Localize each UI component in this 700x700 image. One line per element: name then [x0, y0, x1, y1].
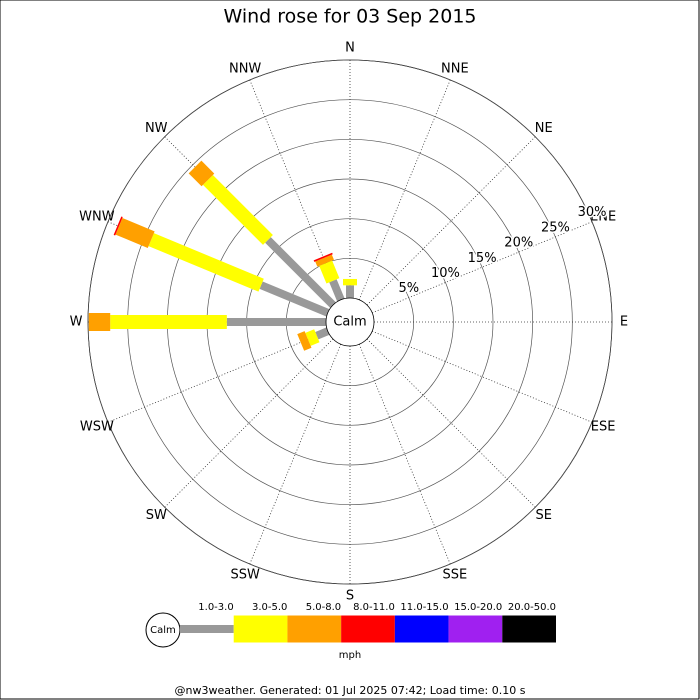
bar-segment [113, 216, 123, 236]
chart-title: Wind rose for 03 Sep 2015 [223, 6, 476, 28]
bar-segment [305, 329, 320, 346]
direction-label: ENE [590, 210, 616, 225]
bar-segment [265, 237, 336, 308]
bar-segment [259, 281, 330, 317]
legend-label: 11.0-15.0 [400, 602, 448, 613]
legend-label: 15.0-20.0 [454, 602, 502, 613]
bar-segment [148, 233, 264, 292]
direction-label: SE [536, 508, 552, 523]
spoke [107, 330, 328, 423]
direction-label: NW [145, 121, 168, 136]
legend-swatch [448, 615, 503, 643]
direction-label: NNW [229, 61, 261, 76]
direction-label: W [70, 315, 83, 330]
spoke [164, 338, 334, 508]
bar-segment [343, 278, 357, 286]
legend-label: 1.0-3.0 [198, 602, 233, 613]
bar-segment [319, 260, 340, 284]
bar-segment [313, 252, 333, 262]
direction-label: WNW [79, 210, 115, 225]
legend-label: 3.0-5.0 [252, 602, 287, 613]
legend-label: 5.0-8.0 [306, 602, 341, 613]
bar-segment [226, 318, 326, 326]
ring-label: 5% [399, 281, 420, 296]
bar-segment [315, 327, 330, 340]
legend-swatch [394, 615, 449, 643]
direction-label: S [346, 589, 354, 604]
legend-swatch [502, 615, 556, 643]
legend-swatch [341, 615, 395, 643]
bar-segment [346, 285, 354, 298]
legend: Calm 1.0-3.0 3.0-5.0 5.0-8.0 8.0-11.0 11.0-15… [145, 602, 556, 648]
legend-swatch [287, 615, 342, 643]
ring-label: 10% [431, 266, 460, 281]
legend-label: 20.0-50.0 [508, 602, 556, 613]
ring-label: 15% [468, 251, 497, 266]
spoke [358, 79, 451, 300]
direction-label: N [345, 41, 355, 56]
bar-segment [315, 254, 334, 267]
plot: N NNE NE ENE E ESE SE SSE S SSW SW WSW W WNW NW NNW Calm… [70, 41, 629, 604]
legend-calm-label: Calm [150, 625, 176, 636]
legend-swatch [180, 625, 234, 633]
bar-segment [110, 315, 227, 329]
direction-label: SSE [442, 568, 467, 583]
footer: @nw3weather. Generated: 01 Jul 2025 07:4… [175, 684, 526, 697]
bar-segment [329, 279, 345, 302]
spoke [358, 344, 451, 565]
direction-label: E [620, 315, 628, 330]
spoke [372, 330, 593, 423]
bar-segment [297, 331, 312, 351]
ring-label: 30% [578, 205, 607, 220]
spoke [372, 221, 593, 314]
bar-segment [88, 313, 111, 331]
direction-label: NE [535, 121, 553, 136]
calm-label: Calm [333, 315, 366, 330]
calm-circle [325, 297, 375, 347]
ring-label: 25% [541, 220, 570, 235]
legend-unit: mph [339, 650, 361, 661]
direction-label: NNE [441, 61, 469, 76]
direction-label: WSW [80, 419, 114, 434]
legend-label: 8.0-11.0 [353, 602, 395, 613]
spoke [366, 136, 536, 306]
spoke [249, 344, 342, 565]
bar-segment [115, 217, 155, 248]
direction-label: ESE [591, 419, 616, 434]
direction-label: SW [146, 508, 167, 523]
spoke [366, 338, 536, 508]
ring-label: 20% [504, 236, 533, 251]
bar-segment [202, 174, 273, 245]
direction-label: SSW [230, 568, 260, 583]
legend-swatch [233, 615, 288, 643]
bar-segment [188, 160, 215, 187]
